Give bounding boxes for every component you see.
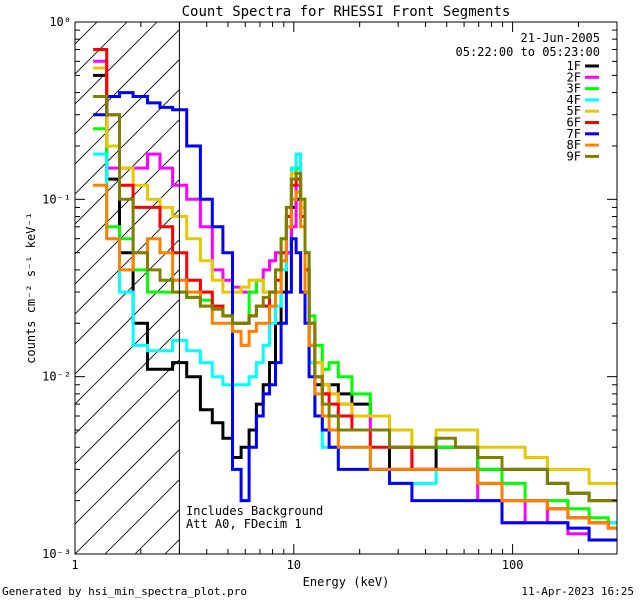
legend-label-1F: 1F bbox=[567, 59, 581, 73]
generated-by-text: Generated by hsi_min_spectra_plot.pro bbox=[2, 585, 248, 598]
legend-label-4F: 4F bbox=[567, 93, 581, 107]
hatch-line bbox=[75, 419, 180, 525]
hatch-line bbox=[75, 239, 180, 345]
series-7F bbox=[93, 91, 617, 542]
hatch-line bbox=[75, 179, 180, 285]
hatch-line bbox=[75, 22, 158, 105]
x-axis-label: Energy (keV) bbox=[303, 575, 390, 589]
date-label: 21-Jun-2005 bbox=[521, 31, 600, 45]
series-5F bbox=[93, 66, 617, 485]
x-tick-label: 100 bbox=[502, 558, 524, 572]
legend-label-8F: 8F bbox=[567, 138, 581, 152]
hatch-line bbox=[75, 29, 180, 135]
below-threshold-hatch bbox=[0, 0, 180, 554]
hatch-line bbox=[75, 59, 180, 165]
y-tick-label: 10⁻³ bbox=[42, 547, 71, 561]
legend-label-5F: 5F bbox=[567, 104, 581, 118]
hatch-line bbox=[75, 449, 180, 554]
plot-frame bbox=[74, 21, 618, 555]
time-range-label: 05:22:00 to 05:23:00 bbox=[456, 45, 601, 59]
series-layer bbox=[93, 48, 617, 542]
y-tick-label: 10⁻¹ bbox=[42, 192, 71, 206]
legend-label-7F: 7F bbox=[567, 127, 581, 141]
hatch-line bbox=[75, 269, 180, 375]
hatch-line bbox=[75, 359, 180, 465]
note-background: Includes Background bbox=[186, 504, 323, 518]
hatch-line bbox=[75, 119, 180, 225]
legend-label-9F: 9F bbox=[567, 149, 581, 163]
hatch-line bbox=[75, 149, 180, 255]
timestamp-text: 11-Apr-2023 16:25 bbox=[521, 585, 634, 598]
axes: 1 10 100 10⁻³ 10⁻² 10⁻¹ 10⁰ bbox=[42, 15, 618, 572]
hatch-line bbox=[75, 389, 180, 495]
hatch-line bbox=[0, 0, 95, 554]
chart-title: Count Spectra for RHESSI Front Segments bbox=[182, 4, 511, 20]
x-tick-label: 10 bbox=[287, 558, 301, 572]
note-attenuator: Att A0, FDecim 1 bbox=[186, 517, 302, 531]
hatch-line bbox=[75, 209, 180, 315]
y-axis-label: counts cm⁻² s⁻¹ keV⁻¹ bbox=[24, 212, 38, 364]
y-tick-label: 10⁰ bbox=[49, 15, 71, 29]
x-tick-label: 1 bbox=[71, 558, 78, 572]
legend-label-6F: 6F bbox=[567, 116, 581, 130]
series-3F bbox=[93, 127, 617, 525]
y-tick-label: 10⁻² bbox=[42, 370, 71, 384]
series-2F bbox=[93, 59, 617, 542]
legend-label-2F: 2F bbox=[567, 70, 581, 84]
series-9F bbox=[93, 95, 617, 503]
legend-label-3F: 3F bbox=[567, 82, 581, 96]
